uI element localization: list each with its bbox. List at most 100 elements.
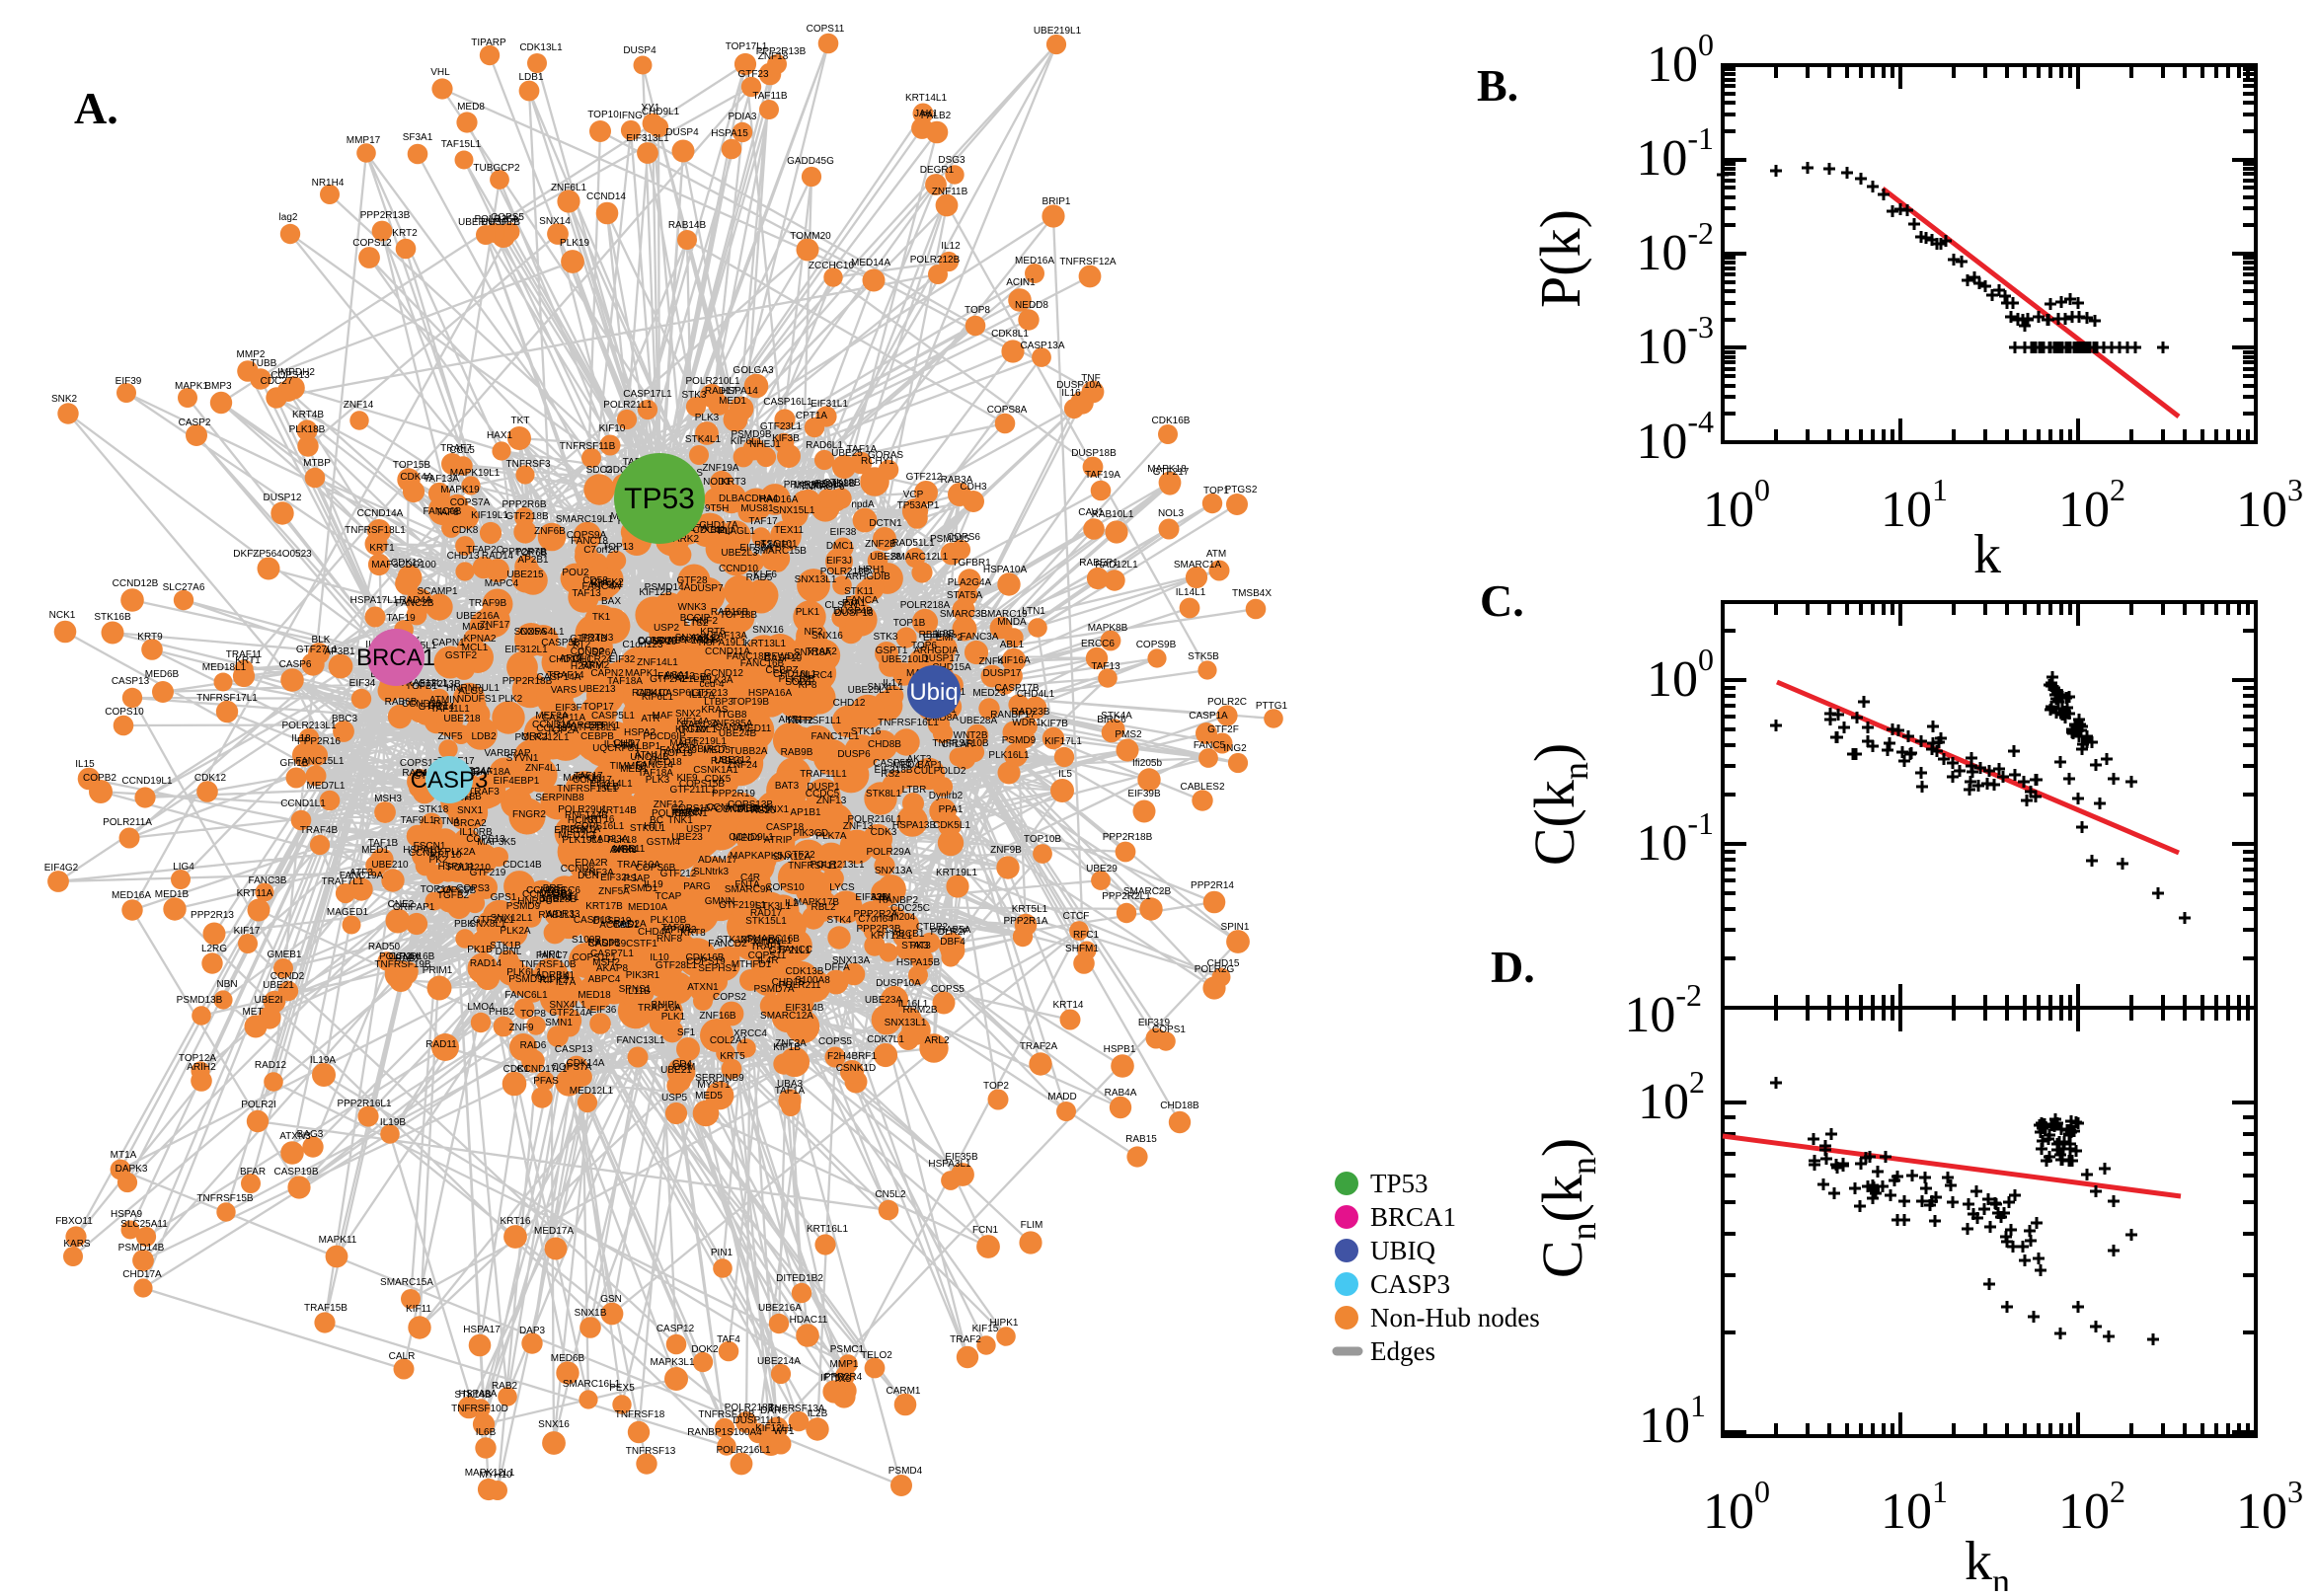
svg-text:FANCD2: FANCD2 <box>708 939 747 950</box>
svg-text:UQCRFS1: UQCRFS1 <box>592 743 640 754</box>
svg-text:MAPC4: MAPC4 <box>485 578 519 589</box>
svg-text:RAD2A: RAD2A <box>613 919 647 930</box>
svg-text:CEBPZ: CEBPZ <box>765 665 798 676</box>
svg-text:MAPK8B: MAPK8B <box>1088 623 1128 634</box>
svg-text:KIF9: KIF9 <box>676 773 698 784</box>
svg-text:XRCC6: XRCC6 <box>547 885 580 896</box>
svg-text:CAPN1: CAPN1 <box>431 638 465 648</box>
svg-text:TRAF3: TRAF3 <box>468 787 500 798</box>
svg-text:OSM: OSM <box>673 1062 696 1073</box>
svg-text:LTBP4: LTBP4 <box>542 893 572 904</box>
svg-text:UBA3: UBA3 <box>777 1079 804 1090</box>
svg-text:PPP2R6B: PPP2R6B <box>502 499 546 510</box>
svg-text:TIPARP: TIPARP <box>471 38 506 48</box>
svg-text:MED6B: MED6B <box>551 1353 585 1364</box>
svg-text:FNTA: FNTA <box>734 879 760 890</box>
svg-text:DLBACDHA4: DLBACDHA4 <box>719 494 778 504</box>
svg-text:ATN1: ATN1 <box>635 750 659 761</box>
svg-text:KRT10L1: KRT10L1 <box>675 724 718 735</box>
svg-text:PSMD8B: PSMD8B <box>814 479 855 490</box>
svg-text:TAF18A: TAF18A <box>607 676 643 687</box>
svg-text:EIF39: EIF39 <box>116 376 142 387</box>
svg-text:ARIH2: ARIH2 <box>187 1062 216 1073</box>
svg-text:CASP14A: CASP14A <box>536 672 580 683</box>
svg-text:CCND17L1: CCND17L1 <box>516 1064 568 1075</box>
svg-text:UBE28B: UBE28B <box>539 894 578 905</box>
svg-text:HSPA2: HSPA2 <box>624 727 656 738</box>
svg-text:TOP2: TOP2 <box>983 1081 1009 1092</box>
svg-text:TNK1: TNK1 <box>667 815 693 826</box>
svg-text:PSMD9: PSMD9 <box>506 901 541 912</box>
svg-text:CHD10L1: CHD10L1 <box>773 669 816 680</box>
svg-text:MNDA: MNDA <box>997 617 1027 628</box>
svg-text:SOD1: SOD1 <box>785 677 812 688</box>
svg-text:POLR21L1: POLR21L1 <box>603 400 653 411</box>
svg-text:UBE21: UBE21 <box>660 1065 692 1076</box>
svg-text:PRTN3: PRTN3 <box>581 633 614 644</box>
svg-text:UBE216A: UBE216A <box>758 1303 802 1314</box>
svg-text:DUSP17: DUSP17 <box>922 653 961 664</box>
svg-text:TRAF9B: TRAF9B <box>469 598 507 609</box>
svg-text:LMO4: LMO4 <box>467 1002 495 1013</box>
svg-text:CLSPN: CLSPN <box>824 600 857 611</box>
svg-text:ATR: ATR <box>641 714 659 724</box>
svg-text:TOP19: TOP19 <box>661 748 693 759</box>
svg-text:CASP18: CASP18 <box>766 822 805 833</box>
svg-text:TAF18A: TAF18A <box>638 768 673 779</box>
svg-text:COPS2: COPS2 <box>713 992 746 1003</box>
svg-text:KT2: KT2 <box>573 640 591 650</box>
svg-text:10-4: 10-4 <box>1636 404 1714 470</box>
svg-text:MAPK19: MAPK19 <box>440 485 480 495</box>
svg-text:RAD1B: RAD1B <box>402 768 435 779</box>
svg-text:KIF11: KIF11 <box>406 1304 431 1315</box>
svg-text:RS26: RS26 <box>750 805 775 816</box>
svg-text:TRAF15B: TRAF15B <box>304 1303 347 1314</box>
svg-text:TAF15L1: TAF15L1 <box>441 139 482 150</box>
svg-text:RAD50: RAD50 <box>368 942 401 952</box>
svg-text:CCND11A: CCND11A <box>705 646 750 657</box>
svg-text:RTN4: RTN4 <box>433 816 459 827</box>
svg-text:C7orf64: C7orf64 <box>858 914 893 925</box>
svg-text:COPS12: COPS12 <box>352 238 392 249</box>
svg-text:EFEMP2: EFEMP2 <box>923 633 963 644</box>
svg-text:CHD4A: CHD4A <box>638 927 671 938</box>
svg-text:POLR2G: POLR2G <box>1195 964 1235 975</box>
svg-text:CHEK2: CHEK2 <box>590 577 624 588</box>
svg-text:RAD12L1: RAD12L1 <box>1095 560 1138 570</box>
svg-text:SF1: SF1 <box>677 1027 696 1038</box>
svg-text:FANC7: FANC7 <box>536 950 569 961</box>
svg-text:RAB4A: RAB4A <box>1105 1088 1137 1099</box>
svg-text:UNC84B: UNC84B <box>630 752 669 763</box>
svg-text:FANCA: FANCA <box>845 595 879 606</box>
svg-text:SNX1: SNX1 <box>457 805 484 816</box>
svg-text:SNX1B: SNX1B <box>575 1308 607 1319</box>
svg-text:SMARC15A: SMARC15A <box>380 1277 433 1288</box>
svg-text:IL17: IL17 <box>883 678 902 689</box>
svg-text:BC: BC <box>650 815 663 826</box>
svg-text:LTBR: LTBR <box>902 785 927 796</box>
svg-text:NOD1: NOD1 <box>703 477 731 488</box>
svg-text:KIF6L1: KIF6L1 <box>642 692 674 703</box>
svg-text:ATXN1: ATXN1 <box>687 982 719 993</box>
svg-text:KRT8: KRT8 <box>680 928 706 939</box>
svg-text:LDB2: LDB2 <box>471 731 496 742</box>
svg-text:IL15: IL15 <box>75 759 95 770</box>
svg-text:CCNH: CCNH <box>707 802 735 813</box>
svg-text:HIPK1: HIPK1 <box>990 1318 1019 1329</box>
svg-text:STK1B: STK1B <box>490 941 521 951</box>
svg-text:SNX1L1: SNX1L1 <box>867 682 904 693</box>
svg-text:RFWD2: RFWD2 <box>764 651 800 662</box>
svg-text:TRAF12L1: TRAF12L1 <box>400 678 448 689</box>
svg-text:SNX13L1: SNX13L1 <box>795 574 837 585</box>
svg-text:TRAF7: TRAF7 <box>440 443 472 454</box>
svg-text:MYST1: MYST1 <box>697 1080 731 1091</box>
svg-text:KIF1B: KIF1B <box>773 1042 801 1053</box>
svg-text:STK18B: STK18B <box>823 478 861 489</box>
svg-text:IL9B: IL9B <box>935 629 956 640</box>
svg-text:COPS5: COPS5 <box>818 1036 852 1047</box>
svg-text:DMC1: DMC1 <box>826 541 855 552</box>
svg-text:LTN1: LTN1 <box>1022 606 1045 617</box>
svg-text:UBE214A: UBE214A <box>757 1356 801 1367</box>
svg-text:IL16: IL16 <box>1061 388 1081 399</box>
svg-text:TNFRSF13: TNFRSF13 <box>626 1446 676 1457</box>
